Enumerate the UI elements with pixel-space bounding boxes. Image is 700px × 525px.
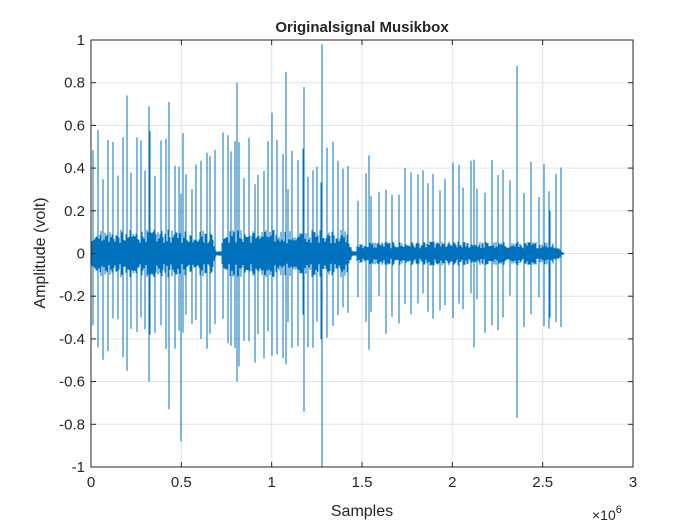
y-tick-label: -0.8 <box>59 416 85 433</box>
x-axis-label: Samples <box>331 503 393 520</box>
x-tick-label: 0 <box>87 474 95 491</box>
x-tick-label: 3 <box>629 474 637 491</box>
axis-ticks: 0 0.5 1 1.5 2 2.5 3 -1 -0.8 -0.6 -0.4 -0.2 0 0.2 0.4 0.… <box>59 32 637 491</box>
y-tick-label: 1 <box>77 32 85 49</box>
x-tick-label: 2 <box>448 474 456 491</box>
chart-title: Originalsignal Musikbox <box>275 19 449 36</box>
x-tick-label: 0.5 <box>171 474 192 491</box>
y-tick-label: -0.4 <box>59 331 85 348</box>
y-tick-label: 0.4 <box>64 160 85 177</box>
y-tick-label: -0.6 <box>59 374 85 391</box>
y-tick-label: 0.2 <box>64 203 85 220</box>
y-tick-label: 0 <box>77 246 85 263</box>
y-tick-label: 0.8 <box>64 75 85 92</box>
y-axis-label: Amplitude (volt) <box>32 197 49 308</box>
x-tick-label: 1 <box>267 474 275 491</box>
x-tick-label: 2.5 <box>532 474 553 491</box>
x-exponent-label: ×106 <box>592 504 622 523</box>
x-tick-label: 1.5 <box>352 474 373 491</box>
y-tick-label: -1 <box>72 459 85 476</box>
y-tick-label: 0.6 <box>64 117 85 134</box>
y-tick-label: -0.2 <box>59 288 85 305</box>
